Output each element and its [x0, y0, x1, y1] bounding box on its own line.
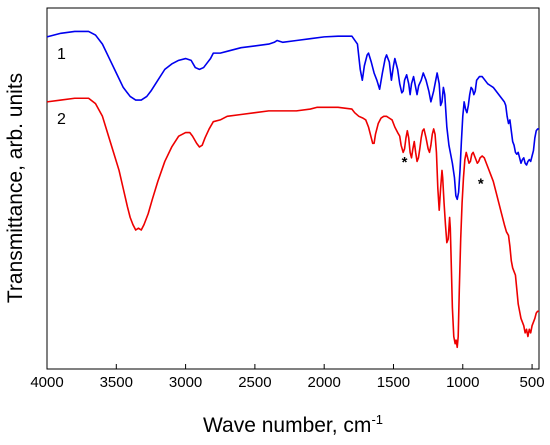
curve-labels: 12: [57, 46, 66, 128]
series-layer: [46, 30, 539, 349]
x-tick-label: 2000: [307, 374, 340, 391]
x-tick-label: 2500: [238, 374, 271, 391]
x-axis-title: Wave number, cm-1: [203, 412, 383, 437]
x-tick-label: 3000: [169, 374, 202, 391]
x-tick-label: 1000: [446, 374, 479, 391]
x-tick-label: 3500: [100, 374, 133, 391]
curve-label-2: 2: [57, 111, 66, 128]
plot-frame: [46, 7, 540, 370]
y-axis-title: Transmittance, arb. units: [4, 73, 27, 303]
x-axis-title-superscript: -1: [371, 412, 383, 427]
x-axis-title-text: Wave number, cm: [203, 414, 371, 437]
x-tick-label: 500: [520, 374, 545, 391]
series-line-2: [46, 97, 539, 349]
x-tick-label: 1500: [377, 374, 410, 391]
x-tick-label: 4000: [30, 374, 63, 391]
asterisk-annotation: *: [402, 154, 408, 171]
series-line-1: [46, 30, 539, 201]
asterisk-annotation: *: [478, 176, 484, 193]
x-axis-ticks: 4000 3500 3000 2500 2000 1500 1000 500: [30, 364, 545, 391]
curve-label-1: 1: [57, 46, 66, 63]
annotations: **: [402, 154, 484, 193]
